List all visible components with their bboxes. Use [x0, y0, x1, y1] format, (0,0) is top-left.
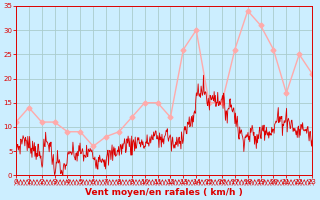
X-axis label: Vent moyen/en rafales ( km/h ): Vent moyen/en rafales ( km/h ) — [85, 188, 243, 197]
